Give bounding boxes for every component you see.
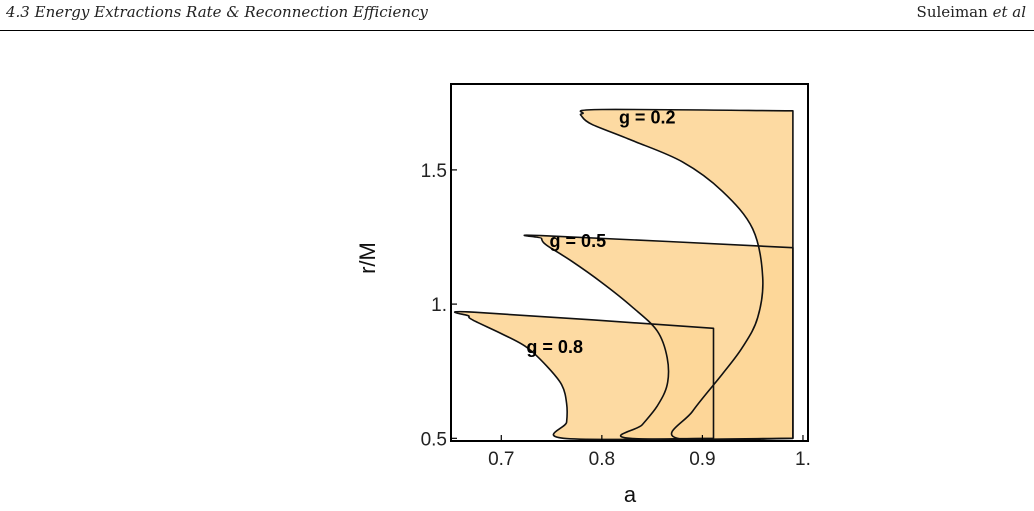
region-label-2: g = 0.5: [550, 231, 607, 251]
y-tick-label-1: 0.5: [421, 429, 447, 450]
region-fill-3: [454, 311, 714, 440]
region-labels: g = 0.2 g = 0.5 g = 0.8: [526, 108, 675, 358]
region-fill-2: [524, 235, 793, 440]
y-axis-title: r/M: [355, 242, 380, 274]
y-tick-label-2: 1.: [431, 295, 447, 316]
section-title: 4.3 Energy Extractions Rate & Reconnecti…: [6, 3, 428, 21]
x-axis-title: a: [624, 482, 637, 507]
x-tick-label-4: 1.: [795, 449, 811, 470]
region-outline-3: [453, 310, 715, 441]
page-header: 4.3 Energy Extractions Rate & Reconnecti…: [0, 0, 1034, 31]
axis-ticks: 0.7 0.8 0.9 1. 0.5 1. 1.5: [421, 161, 811, 470]
y-tick-label-3: 1.5: [421, 161, 447, 182]
region-label-1: g = 0.2: [619, 108, 676, 128]
author-credit: Suleiman et al: [917, 3, 1026, 21]
region-label-3: g = 0.8: [526, 337, 583, 357]
chart-regions: [453, 108, 794, 441]
x-tick-label-1: 0.7: [488, 449, 514, 470]
author-suffix: et al: [992, 3, 1026, 21]
region-outline-2: [523, 234, 794, 441]
x-tick-label-2: 0.8: [589, 449, 615, 470]
plot-frame: [450, 83, 809, 442]
author-name: Suleiman: [916, 3, 988, 21]
x-tick-label-3: 0.9: [689, 449, 715, 470]
region-outline-1: [579, 108, 794, 441]
